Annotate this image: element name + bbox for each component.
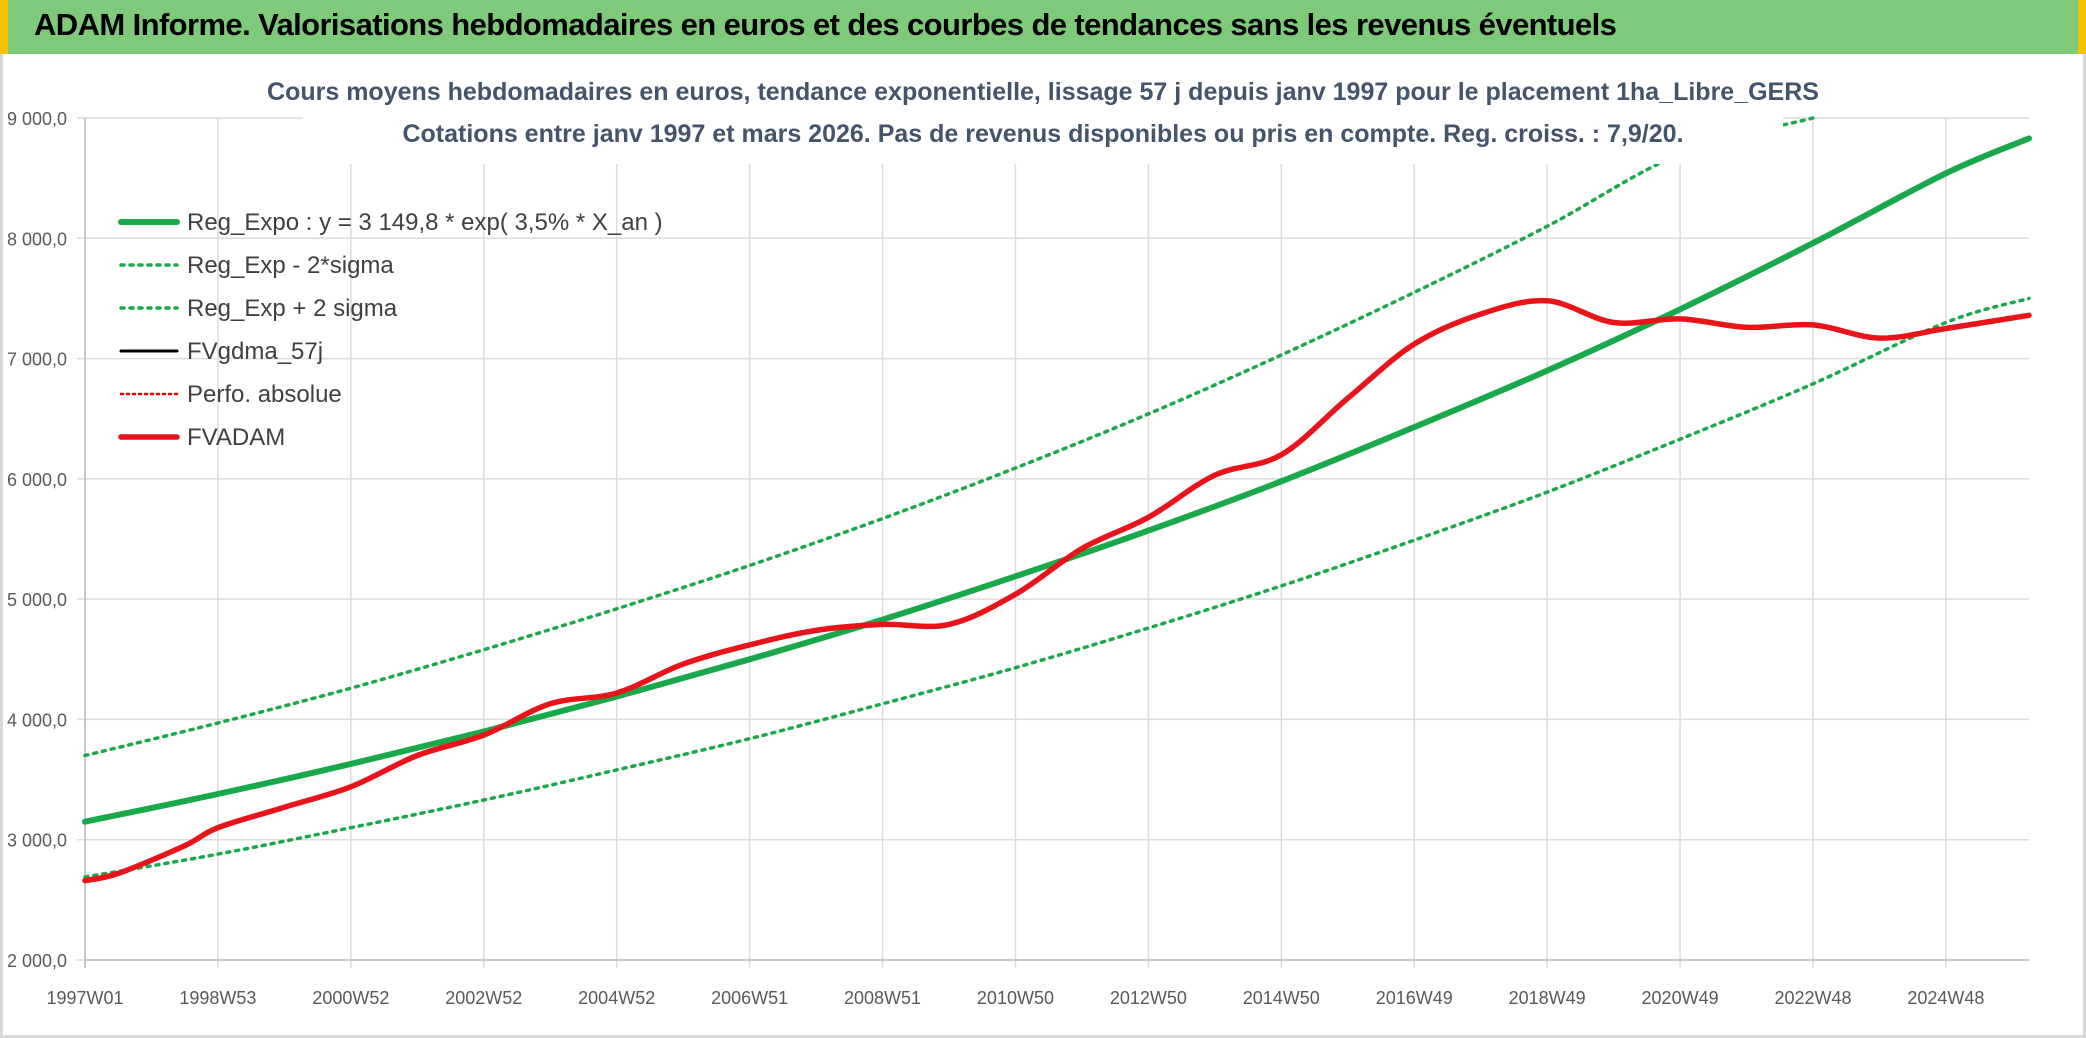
- chart-title: Cours moyens hebdomadaires en euros, ten…: [267, 78, 1819, 106]
- x-tick-label: 2024W48: [1907, 988, 1984, 1008]
- x-tick-label: 1998W53: [179, 988, 256, 1008]
- y-tick-label: 2 000,0: [7, 951, 67, 971]
- x-tick-label: 2006W51: [711, 988, 788, 1008]
- y-tick-label: 5 000,0: [7, 590, 67, 610]
- x-tick-label: 2000W52: [312, 988, 389, 1008]
- chart-titles: Cours moyens hebdomadaires en euros, ten…: [267, 64, 1819, 164]
- legend: Reg_Expo : y = 3 149,8 * exp( 3,5% * X_a…: [118, 209, 663, 451]
- y-tick-label: 4 000,0: [7, 710, 67, 730]
- y-tick-label: 8 000,0: [7, 229, 67, 249]
- x-tick-label: 2008W51: [844, 988, 921, 1008]
- y-tick-label: 3 000,0: [7, 831, 67, 851]
- report-header: ADAM Informe. Valorisations hebdomadaire…: [0, 0, 2086, 54]
- chart-frame: 2 000,0 3 000,0 4 000,0 5 000,0 6 000,0 7 000…: [0, 54, 2086, 1038]
- grid: [77, 117, 2029, 968]
- legend-label: Perfo. absolue: [187, 381, 342, 408]
- x-tick-label: 2004W52: [578, 988, 655, 1008]
- x-tick-label: 2002W52: [445, 988, 522, 1008]
- x-tick-label: 2012W50: [1110, 988, 1187, 1008]
- legend-label: FVgdma_57j: [187, 338, 323, 365]
- x-tick-label: 2022W48: [1774, 988, 1851, 1008]
- x-tick-label: 1997W01: [46, 988, 123, 1008]
- series-line-solid-thick: [82, 135, 2032, 825]
- x-tick-label: 2016W49: [1376, 988, 1453, 1008]
- series-line-dotted: [83, 116, 1815, 758]
- legend-label: Reg_Exp - 2*sigma: [187, 252, 394, 279]
- series-line-solid-red-thick: [82, 297, 2032, 884]
- series-line-solid-black: [83, 299, 2031, 883]
- y-tick-label: 6 000,0: [7, 470, 67, 490]
- title-background: [303, 64, 1783, 164]
- x-tick-label: 2010W50: [977, 988, 1054, 1008]
- legend-label: FVADAM: [187, 424, 285, 451]
- x-tick-label: 2018W49: [1509, 988, 1586, 1008]
- legend-label: Reg_Exp + 2 sigma: [187, 295, 398, 322]
- legend-label: Reg_Expo : y = 3 149,8 * exp( 3,5% * X_a…: [187, 209, 663, 236]
- axes: 2 000,0 3 000,0 4 000,0 5 000,0 6 000,0 7 000…: [7, 109, 2029, 1008]
- report-title: ADAM Informe. Valorisations hebdomadaire…: [34, 7, 1617, 42]
- series: [82, 116, 2032, 884]
- trend-chart: 2 000,0 3 000,0 4 000,0 5 000,0 6 000,0 7 000…: [7, 64, 2032, 1008]
- chart-subtitle: Cotations entre janv 1997 et mars 2026. …: [402, 120, 1683, 148]
- x-tick-label: 2020W49: [1642, 988, 1719, 1008]
- y-tick-label: 7 000,0: [7, 350, 67, 370]
- series-line-dotted: [83, 296, 2031, 879]
- x-tick-label: 2014W50: [1243, 988, 1320, 1008]
- y-tick-label: 9 000,0: [7, 109, 67, 129]
